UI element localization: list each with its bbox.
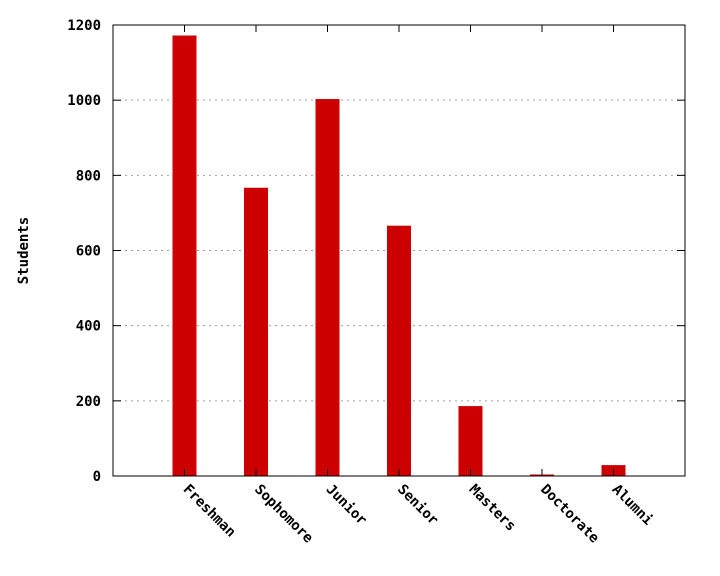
x-tick-label: Junior	[323, 482, 370, 529]
x-tick-label: Masters	[466, 482, 519, 535]
y-axis-title: Students	[16, 217, 32, 284]
x-tick-label: Alumni	[609, 482, 656, 529]
y-tick-label: 400	[76, 319, 101, 335]
x-tick-label: Doctorate	[537, 482, 602, 547]
bar-senior	[387, 225, 411, 476]
bar-freshman	[172, 35, 197, 476]
x-tick-label: Freshman	[180, 482, 239, 541]
y-tick-label: 1000	[67, 93, 101, 109]
y-tick-label: 600	[76, 244, 101, 260]
x-tick-label: Sophomore	[251, 482, 316, 547]
y-tick-label: 200	[76, 394, 101, 410]
bar-masters	[458, 406, 483, 476]
bar-junior	[315, 99, 340, 476]
y-axis-ticks: 0 200 400 600 800 1000 1200	[67, 18, 685, 485]
y-tick-label: 1200	[67, 18, 101, 34]
x-tick-label: Senior	[394, 482, 441, 529]
bar-sophomore	[244, 187, 268, 476]
bars	[172, 35, 626, 476]
y-tick-label: 800	[76, 168, 101, 184]
y-tick-label: 0	[93, 469, 101, 485]
